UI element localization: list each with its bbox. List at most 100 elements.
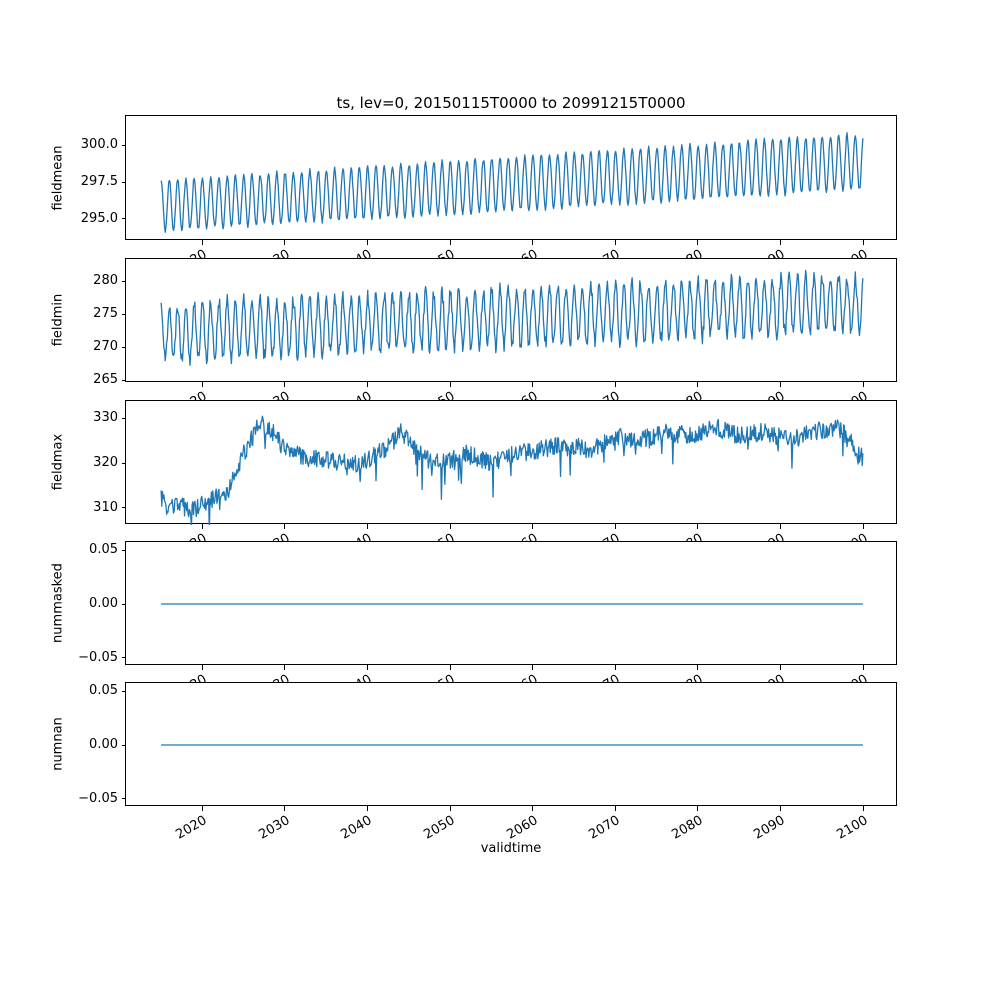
x-tick-label: 2020 <box>173 813 210 843</box>
y-tick-mark <box>122 379 126 381</box>
y-tick-mark <box>122 603 126 605</box>
y-tick-mark <box>122 280 126 282</box>
subplot-fieldmean: fieldmean 295.0297.5300.0202020302040205… <box>51 115 897 277</box>
x-tick-mark <box>862 665 864 670</box>
x-tick-mark <box>366 382 368 387</box>
x-tick-mark <box>366 524 368 529</box>
x-tick-mark <box>532 524 534 529</box>
x-tick-mark <box>201 806 203 811</box>
subplot-nummasked: nummasked −0.050.000.0520202030204020502… <box>51 541 897 702</box>
x-tick-mark <box>284 665 286 670</box>
x-tick-label: 2050 <box>421 813 458 843</box>
x-tick-mark <box>780 665 782 670</box>
y-tick-mark <box>122 549 126 551</box>
x-tick-mark <box>614 524 616 529</box>
y-tick-mark <box>122 181 126 183</box>
y-tick-label: 295.0 <box>80 210 118 226</box>
y-tick-mark <box>122 313 126 315</box>
x-tick-mark <box>862 240 864 245</box>
x-tick-mark <box>449 240 451 245</box>
line-series-fieldmin <box>160 269 864 366</box>
y-tick-label: −0.05 <box>78 790 118 806</box>
x-tick-mark <box>697 524 699 529</box>
x-tick-mark <box>284 524 286 529</box>
x-tick-mark <box>532 806 534 811</box>
y-tick-mark <box>122 507 126 509</box>
y-tick-label: 0.05 <box>89 542 118 558</box>
y-tick-mark <box>122 744 126 746</box>
x-tick-mark <box>449 665 451 670</box>
x-tick-label: 2040 <box>338 813 375 843</box>
x-tick-mark <box>697 382 699 387</box>
y-tick-label: 320 <box>93 455 118 470</box>
y-tick-label: −0.05 <box>78 649 118 665</box>
y-tick-mark <box>122 417 126 419</box>
line-series-nummasked <box>161 603 863 605</box>
series-line <box>160 415 864 525</box>
x-tick-mark <box>614 665 616 670</box>
x-tick-mark <box>201 524 203 529</box>
x-tick-label: 2080 <box>669 813 706 843</box>
y-tick-mark <box>122 346 126 348</box>
y-tick-mark <box>122 657 126 659</box>
chart-title: ts, lev=0, 20150115T0000 to 20991215T000… <box>336 94 686 112</box>
x-tick-mark <box>532 382 534 387</box>
y-tick-label: 300.0 <box>80 137 118 153</box>
x-tick-mark <box>614 240 616 245</box>
x-tick-mark <box>780 240 782 245</box>
x-tick-mark <box>201 240 203 245</box>
x-tick-mark <box>284 240 286 245</box>
y-tick-label: 275 <box>93 306 118 322</box>
y-tick-label: 0.00 <box>89 596 118 611</box>
x-tick-mark <box>366 240 368 245</box>
series-line <box>160 132 864 233</box>
x-tick-mark <box>697 665 699 670</box>
x-tick-mark <box>862 382 864 387</box>
y-tick-label: 265 <box>93 372 118 388</box>
x-tick-mark <box>532 665 534 670</box>
x-tick-mark <box>862 524 864 529</box>
y-tick-label: 297.5 <box>80 174 118 190</box>
x-tick-label: 2100 <box>834 813 871 843</box>
line-series-fieldmean <box>160 132 864 233</box>
x-tick-mark <box>697 806 699 811</box>
y-tick-label: 280 <box>93 273 118 289</box>
x-tick-mark <box>780 382 782 387</box>
x-tick-label: 2070 <box>586 813 623 843</box>
y-tick-label: 0.00 <box>89 737 118 752</box>
line-series-numnan <box>161 744 863 746</box>
x-tick-mark <box>780 524 782 529</box>
y-tick-mark <box>122 218 126 220</box>
x-tick-mark <box>201 665 203 670</box>
y-tick-label: 310 <box>93 499 118 515</box>
y-tick-mark <box>122 462 126 464</box>
x-tick-mark <box>284 806 286 811</box>
x-tick-mark <box>284 382 286 387</box>
x-tick-mark <box>366 806 368 811</box>
subplot-numnan: numnan −0.05 0.00 0.05 2020 2030 2040 2050 2060… <box>51 682 897 843</box>
x-tick-mark <box>449 806 451 811</box>
subplot-fieldmax: fieldmax 3103203302020203020402050206020… <box>51 400 897 561</box>
x-tick-mark <box>614 806 616 811</box>
x-tick-label: 2060 <box>503 813 541 843</box>
x-tick-label: 2030 <box>256 813 293 843</box>
x-tick-label: 2090 <box>751 813 789 843</box>
subplot-fieldmin: fieldmin 2652702752802020203020402050206… <box>51 258 897 419</box>
x-axis-label: validtime <box>480 841 542 856</box>
line-series-fieldmax <box>160 415 864 525</box>
y-tick-mark <box>122 798 126 800</box>
x-tick-mark <box>449 382 451 387</box>
x-tick-mark <box>614 382 616 387</box>
y-tick-label: 330 <box>93 410 118 426</box>
y-tick-label: 270 <box>93 339 118 355</box>
y-tick-label: 0.05 <box>89 683 118 699</box>
x-tick-mark <box>201 382 203 387</box>
y-tick-mark <box>122 690 126 692</box>
x-tick-mark <box>862 806 864 811</box>
x-tick-mark <box>532 240 534 245</box>
series-line <box>160 269 864 366</box>
x-tick-mark <box>366 665 368 670</box>
y-tick-mark <box>122 144 126 146</box>
x-tick-mark <box>697 240 699 245</box>
